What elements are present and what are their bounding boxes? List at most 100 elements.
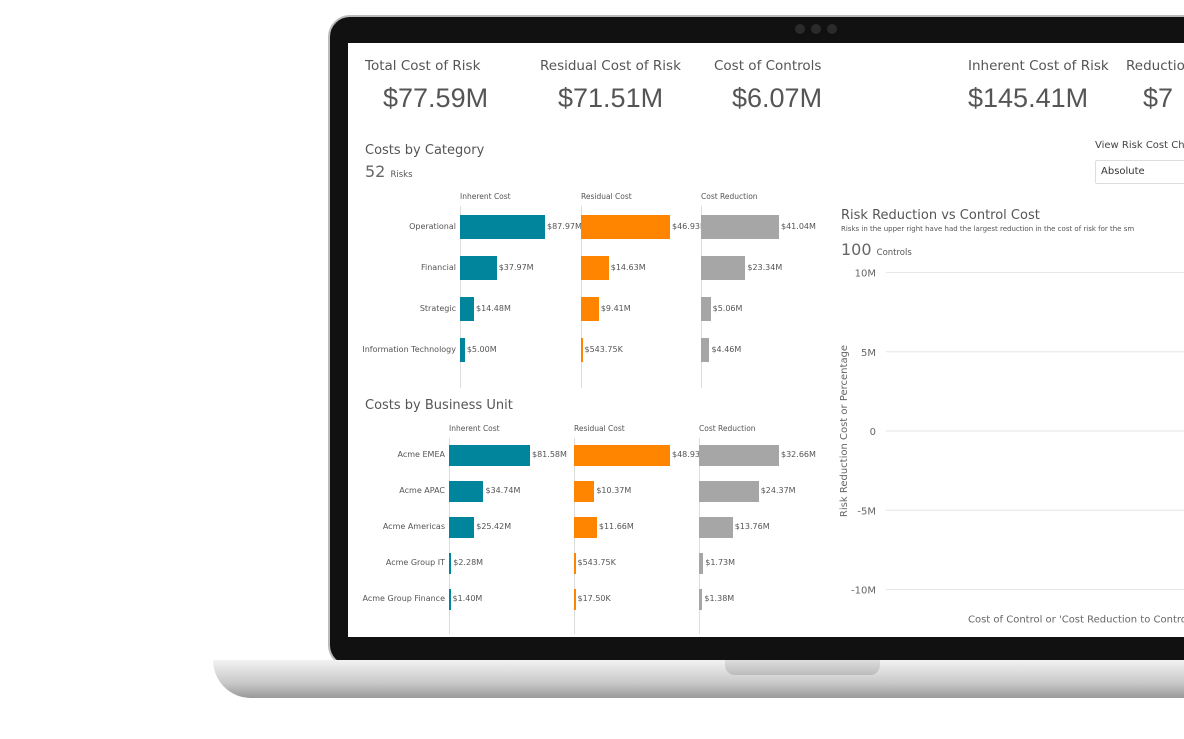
column-header: Cost Reduction: [701, 192, 758, 201]
column-header: Cost Reduction: [699, 424, 756, 433]
bar[interactable]: [701, 256, 746, 280]
view-select-label: View Risk Cost Ch: [1095, 140, 1184, 151]
bar[interactable]: [460, 256, 497, 280]
control-count-value: 100: [841, 240, 872, 259]
risk-count: 52 Risks: [365, 162, 413, 181]
scatter-subtitle: Risks in the upper right have had the la…: [841, 225, 1135, 233]
bar-value-label: $41.04M: [781, 222, 816, 231]
bar[interactable]: [701, 297, 711, 321]
bar[interactable]: [460, 215, 545, 239]
kpi-value: $6.07M: [732, 83, 823, 113]
bar[interactable]: [449, 444, 530, 466]
bar-value-label: $37.97M: [498, 263, 534, 272]
bar-value-label: $1.73M: [705, 558, 736, 567]
category-label: Acme Americas: [382, 522, 445, 531]
dashboard-screen: Total Cost of Risk $77.59M Residual Cost…: [348, 43, 1184, 637]
laptop-notch: [725, 660, 880, 675]
bar[interactable]: [574, 480, 595, 502]
y-tick-label: 5M: [861, 348, 876, 359]
control-count-label: Controls: [876, 248, 912, 258]
category-label: Acme Group Finance: [362, 594, 446, 603]
category-label: Financial: [420, 263, 456, 272]
bar[interactable]: [460, 338, 465, 362]
category-label: Acme EMEA: [397, 450, 445, 459]
laptop-base: [213, 660, 1184, 698]
view-risk-cost-select[interactable]: Absolute: [1095, 160, 1184, 184]
category-label: Strategic: [419, 304, 456, 313]
bar-value-label: $2.28M: [453, 558, 484, 567]
y-tick-label: 10M: [855, 269, 876, 280]
risk-count-value: 52: [365, 162, 386, 181]
camera-icon: [795, 24, 805, 34]
control-count: 100 Controls: [841, 240, 912, 259]
column-header: Residual Cost: [574, 424, 625, 433]
bar[interactable]: [581, 215, 670, 239]
bar-value-label: $14.48M: [475, 304, 511, 313]
kpi-label: Cost of Controls: [714, 58, 822, 74]
kpi-label: Total Cost of Risk: [365, 58, 481, 74]
bar[interactable]: [449, 588, 451, 610]
bar-value-label: $48.93M: [672, 450, 707, 459]
bar[interactable]: [581, 297, 599, 321]
camera-icon: [827, 24, 837, 34]
category-label: Acme APAC: [399, 486, 445, 495]
bar[interactable]: [449, 552, 452, 574]
bar-value-label: $10.37M: [596, 486, 632, 495]
category-label: Acme Group IT: [385, 558, 445, 567]
column-header: Residual Cost: [581, 192, 632, 201]
bar-value-label: $14.63M: [610, 263, 646, 272]
bar-value-label: $5.06M: [712, 304, 743, 313]
bar-value-label: $5.00M: [466, 345, 497, 354]
kpi-label: Residual Cost of Risk: [540, 58, 681, 74]
category-title: Costs by Category: [365, 143, 485, 158]
bar[interactable]: [699, 444, 779, 466]
bar[interactable]: [581, 256, 609, 280]
category-label: Operational: [409, 222, 456, 231]
y-tick-label: 0: [870, 427, 876, 438]
bar-value-label: $87.97M: [547, 222, 582, 231]
bar[interactable]: [701, 215, 779, 239]
bar-value-label: $81.58M: [532, 450, 567, 459]
bar[interactable]: [701, 338, 710, 362]
y-tick-label: -10M: [851, 586, 876, 597]
bar-value-label: $1.40M: [452, 594, 483, 603]
bar-value-label: $46.93M: [672, 222, 707, 231]
kpi-value: $77.59M: [383, 83, 489, 113]
bar-value-label: $9.41M: [600, 304, 631, 313]
kpi-value: $7: [1143, 83, 1174, 113]
bar[interactable]: [699, 552, 704, 574]
bar-value-label: $1.38M: [704, 594, 735, 603]
bar[interactable]: [449, 480, 484, 502]
bar[interactable]: [449, 516, 475, 538]
scatter-title: Risk Reduction vs Control Cost: [841, 208, 1040, 223]
bar-value-label: $32.66M: [781, 450, 816, 459]
bar-value-label: $11.66M: [598, 522, 634, 531]
bar[interactable]: [699, 480, 759, 502]
bar[interactable]: [699, 516, 733, 538]
bar[interactable]: [581, 338, 583, 362]
bar-value-label: $543.75K: [584, 345, 623, 354]
business-unit-title: Costs by Business Unit: [365, 398, 513, 413]
kpi-label: Inherent Cost of Risk: [968, 58, 1109, 74]
kpi-label: Reduction: [1126, 58, 1184, 74]
bar[interactable]: [460, 297, 474, 321]
bar[interactable]: [574, 552, 576, 574]
y-axis-label: Risk Reduction Cost or Percentage: [839, 345, 850, 517]
bar-value-label: $25.42M: [476, 522, 512, 531]
bar-value-label: $4.46M: [711, 345, 742, 354]
bar-value-label: $17.50K: [577, 594, 611, 603]
bar[interactable]: [574, 516, 597, 538]
bar-value-label: $13.76M: [734, 522, 770, 531]
category-label: Information Technology: [362, 345, 456, 354]
bar-value-label: $543.75K: [577, 558, 616, 567]
bar[interactable]: [574, 444, 670, 466]
column-header: Inherent Cost: [460, 192, 511, 201]
bar[interactable]: [699, 588, 703, 610]
camera-icon: [811, 24, 821, 34]
y-tick-label: -5M: [857, 506, 876, 517]
column-header: Inherent Cost: [449, 424, 500, 433]
bar[interactable]: [574, 588, 576, 610]
bar-value-label: $24.37M: [760, 486, 796, 495]
kpi-value: $71.51M: [558, 83, 664, 113]
